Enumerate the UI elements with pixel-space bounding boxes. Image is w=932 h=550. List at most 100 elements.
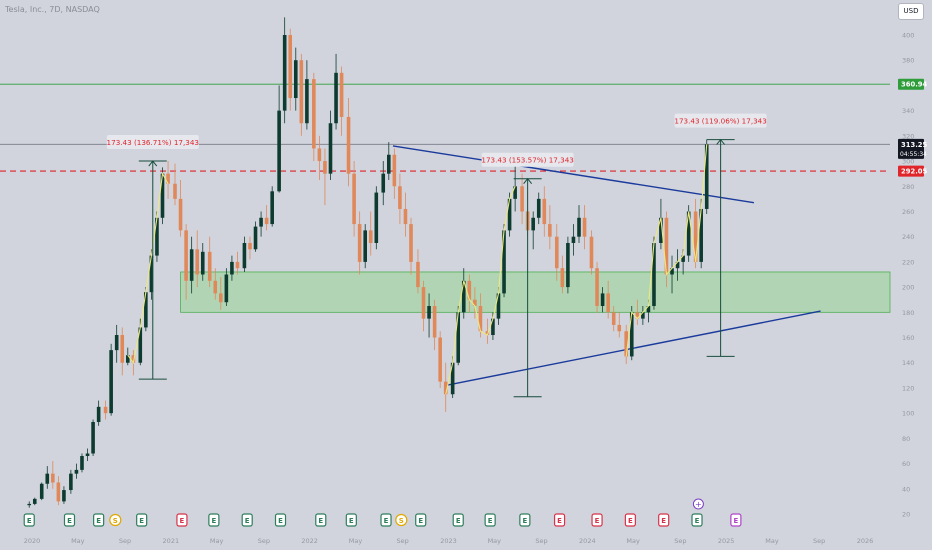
event-label: E: [488, 517, 493, 525]
x-tick-label: May: [488, 537, 502, 545]
earnings-badge: [93, 513, 105, 527]
earnings-event-icon[interactable]: E: [519, 513, 531, 527]
earnings-event-icon[interactable]: E: [658, 513, 670, 527]
candle-body: [646, 306, 651, 313]
candle: [293, 47, 298, 111]
earnings-event-icon[interactable]: E: [63, 513, 76, 527]
candle-body: [432, 306, 437, 338]
earnings-event-icon[interactable]: E: [624, 513, 636, 527]
candle-body: [242, 242, 247, 269]
candle: [461, 268, 466, 319]
price-marker-bg: [898, 165, 924, 177]
candle-body: [317, 148, 322, 162]
y-tick-label: 320: [902, 132, 914, 140]
candle: [427, 293, 431, 338]
x-tick-label: May: [626, 537, 640, 545]
earnings-event-icon[interactable]: E: [415, 513, 427, 527]
x-tick-label: Sep: [535, 537, 547, 545]
candle-body: [582, 217, 587, 237]
candle-body: [374, 192, 379, 243]
earnings-event-icon[interactable]: E: [591, 513, 603, 527]
candle-body: [103, 406, 108, 414]
candle-body: [635, 312, 640, 319]
candle: [323, 148, 327, 206]
measure-label: 173.43 (153.57%) 17,343: [481, 156, 573, 165]
candle-body: [693, 211, 698, 262]
x-tick-label: Sep: [119, 537, 131, 545]
y-tick-label: 20: [902, 511, 910, 519]
y-tick-label: 120: [902, 384, 914, 392]
candle: [595, 261, 599, 313]
earnings-badge: [274, 513, 287, 527]
earnings-event-icon[interactable]: E: [241, 513, 253, 527]
candle-body: [560, 268, 565, 288]
candle: [328, 110, 333, 180]
earnings-event-icon[interactable]: E: [691, 513, 703, 527]
candle: [392, 148, 397, 199]
candle: [277, 85, 281, 193]
candle-body: [617, 324, 622, 332]
candle: [704, 139, 709, 214]
candle-body: [554, 236, 559, 269]
y-tick-label: 220: [902, 258, 914, 266]
earnings-event-icon[interactable]: E: [176, 513, 188, 527]
candle: [74, 463, 79, 479]
candle-body: [686, 211, 691, 256]
candle: [438, 331, 442, 388]
currency-button[interactable]: USD: [898, 3, 924, 20]
y-tick-label: 260: [902, 208, 914, 216]
candle-body: [45, 473, 50, 484]
earnings-event-icon[interactable]: E: [452, 513, 464, 527]
earnings-event-icon[interactable]: E: [23, 513, 35, 527]
candle-body: [368, 230, 373, 243]
earnings-event-icon[interactable]: E: [553, 513, 566, 527]
event-label: E: [180, 517, 185, 525]
candle-body: [32, 498, 37, 504]
earnings-event-icon[interactable]: E: [274, 513, 287, 527]
measure-label-box: [674, 113, 767, 128]
candle: [352, 161, 356, 237]
candle-body: [131, 355, 136, 363]
measure-arrow: [523, 177, 533, 185]
candle: [368, 211, 373, 256]
candle-body: [502, 230, 506, 294]
earnings-badge: [452, 513, 464, 527]
earnings-event-icon[interactable]: E: [484, 513, 496, 527]
candle-body: [149, 255, 154, 293]
candle-body: [450, 362, 455, 395]
event-label: E: [522, 517, 527, 525]
candle: [39, 482, 44, 501]
candle: [62, 486, 66, 504]
candle: [485, 318, 490, 344]
x-tick-label: 2024: [579, 537, 596, 545]
split-event-icon[interactable]: S: [109, 513, 122, 527]
event-label: E: [628, 517, 633, 525]
candle: [270, 186, 274, 227]
candle: [403, 192, 408, 237]
candle: [560, 255, 565, 294]
add-event-button[interactable]: +: [692, 498, 704, 510]
candle: [416, 249, 420, 294]
candle-body: [443, 381, 448, 395]
candle-body: [641, 312, 645, 319]
earnings-event-icon[interactable]: E: [208, 513, 220, 527]
candle: [317, 135, 322, 180]
candle: [282, 17, 287, 124]
candle: [51, 461, 55, 489]
split-event-icon[interactable]: S: [395, 513, 408, 527]
candle: [374, 186, 379, 250]
candle-body: [611, 312, 616, 325]
y-tick-label: 340: [902, 107, 914, 115]
plus-icon: [692, 498, 704, 510]
earnings-event-icon[interactable]: E: [345, 513, 357, 527]
earnings-event-icon[interactable]: E: [136, 513, 148, 527]
price-marker-label: 360.94: [901, 81, 927, 89]
earnings-event-icon[interactable]: E: [315, 513, 327, 527]
earnings-event-icon[interactable]: E: [380, 513, 392, 527]
candle-body: [467, 280, 472, 300]
candle: [312, 72, 316, 162]
earnings-event-icon[interactable]: E: [730, 513, 742, 527]
candle: [659, 198, 663, 250]
earnings-event-icon[interactable]: E: [93, 513, 105, 527]
